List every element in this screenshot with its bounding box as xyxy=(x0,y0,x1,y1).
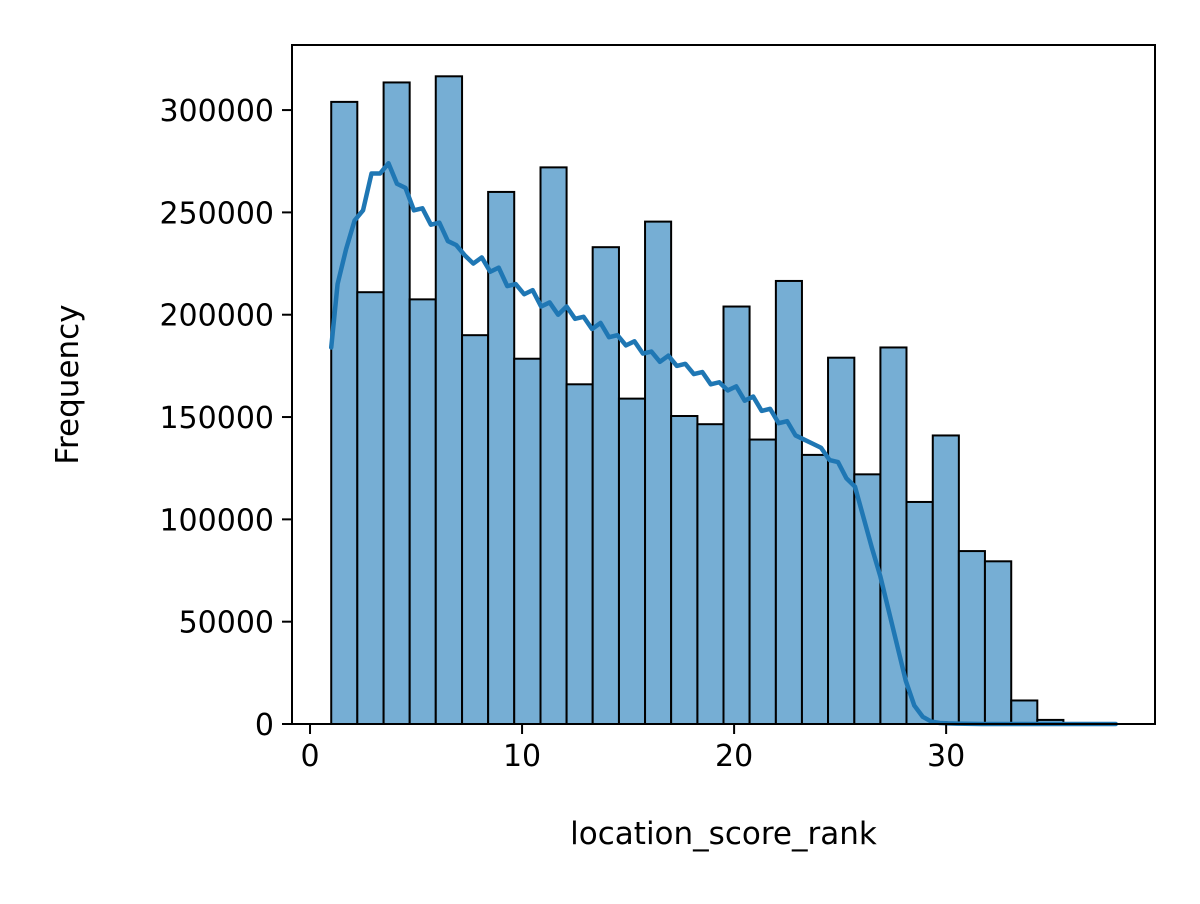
histogram-bar xyxy=(331,102,357,724)
histogram-bar xyxy=(410,299,436,724)
histogram-bar xyxy=(854,474,880,724)
x-tick-label: 0 xyxy=(300,739,319,774)
histogram-bar xyxy=(697,424,723,724)
x-axis-ticks: 0 10 20 30 xyxy=(300,724,965,774)
y-tick-label: 200000 xyxy=(159,299,274,334)
y-axis-label: Frequency xyxy=(50,304,86,464)
histogram-bar xyxy=(436,76,462,724)
histogram-bar xyxy=(985,561,1011,724)
y-tick-label: 100000 xyxy=(159,503,274,538)
histogram-bar xyxy=(619,399,645,724)
histogram-bar xyxy=(1011,700,1037,724)
histogram-bar xyxy=(357,292,383,724)
histogram-bar xyxy=(462,335,488,724)
y-tick-label: 50000 xyxy=(179,606,274,641)
histogram-bar xyxy=(671,416,697,724)
y-tick-label: 300000 xyxy=(159,94,274,129)
histogram-bar xyxy=(933,435,959,724)
histogram-bar xyxy=(724,307,750,724)
y-tick-label: 250000 xyxy=(159,196,274,231)
x-tick-label: 20 xyxy=(715,739,753,774)
histogram-bar xyxy=(802,455,828,724)
histogram-bar xyxy=(593,247,619,724)
x-tick-label: 10 xyxy=(503,739,541,774)
histogram-bar xyxy=(541,167,567,724)
histogram-bar xyxy=(750,440,776,724)
histogram-bar xyxy=(514,359,540,724)
histogram-bar xyxy=(828,358,854,724)
histogram-bar xyxy=(567,384,593,724)
histogram-bar xyxy=(959,551,985,724)
histogram-bar xyxy=(776,281,802,724)
y-tick-label: 150000 xyxy=(159,401,274,436)
y-axis-ticks: 0 50000 100000 150000 200000 250000 300000 xyxy=(159,94,292,743)
y-tick-label: 0 xyxy=(255,708,274,743)
x-tick-label: 30 xyxy=(927,739,965,774)
x-axis-label: location_score_rank xyxy=(570,816,877,852)
histogram-bar xyxy=(645,222,671,724)
